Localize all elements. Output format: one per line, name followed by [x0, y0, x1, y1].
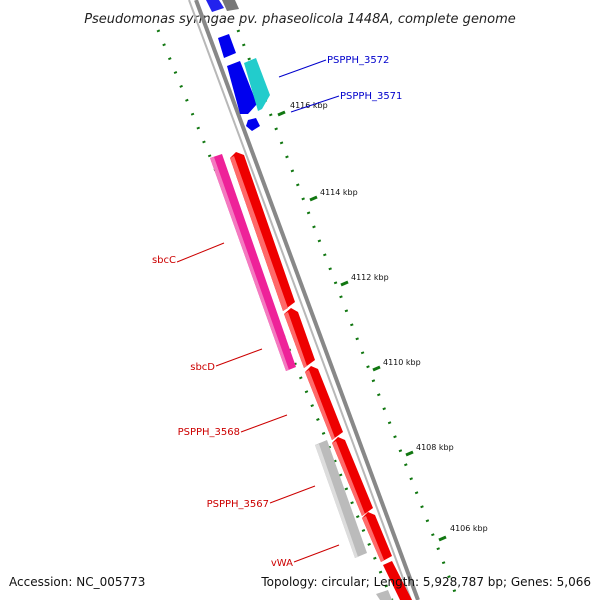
genome-summary-text: Topology: circular; Length: 5,928,787 bp… — [260, 575, 591, 589]
gene-blue-arrow — [246, 118, 260, 131]
tick-4116 — [277, 110, 286, 117]
scale-label-4106: 4106 kbp — [450, 524, 488, 533]
tick-4106 — [438, 535, 447, 542]
gene-pspph3572-cyan — [244, 58, 270, 111]
scale-label-4116: 4116 kbp — [290, 101, 328, 110]
leader-sbcD — [215, 348, 263, 367]
tick-4114 — [309, 195, 318, 202]
gene-label-sbcD[interactable]: sbcD — [190, 362, 215, 373]
gene-vwa-red — [362, 512, 392, 562]
scale-label-4108: 4108 kbp — [416, 443, 454, 452]
backbone-line-inner — [188, 0, 412, 600]
scale-label-4114: 4114 kbp — [320, 188, 358, 197]
accession-text: Accession: NC_005773 — [9, 575, 145, 589]
leader-pspph3571 — [290, 95, 340, 113]
gene-label-vwa[interactable]: vWA — [271, 558, 293, 569]
gene-pspph3568-highlight — [305, 370, 335, 440]
gene-bottom-red — [383, 561, 412, 600]
backbone-line-outer — [194, 0, 420, 600]
gene-label-sbcC[interactable]: sbcC — [152, 255, 176, 266]
gene-pspph3571-blue — [227, 61, 257, 114]
gene-grey-highlight — [315, 444, 358, 558]
leader-pspph3568 — [240, 414, 288, 433]
gene-bottom-grey — [376, 590, 392, 600]
gene-label-pspph3571[interactable]: PSPPH_3571 — [340, 91, 402, 102]
leader-pspph3572 — [278, 59, 327, 78]
gene-grey — [315, 440, 367, 558]
gene-pspph3567-highlight — [332, 441, 365, 516]
scale-label-4110: 4110 kbp — [383, 358, 421, 367]
gene-top-grey — [222, 0, 239, 11]
gene-magenta-highlight — [210, 157, 289, 371]
leader-vwa — [293, 544, 340, 563]
gene-blue-small — [218, 34, 236, 58]
tick-4108 — [405, 450, 414, 457]
tick-4112 — [340, 280, 349, 287]
gene-top-blue — [206, 0, 224, 12]
map-title: Pseudomonas syringae pv. phaseolicola 14… — [84, 12, 516, 27]
leader-sbcC — [176, 242, 225, 263]
gene-sbcC-highlight — [230, 156, 288, 311]
gene-vwa-highlight — [362, 516, 384, 562]
gene-sbcD-highlight — [284, 312, 307, 368]
leader-pspph3567 — [269, 485, 316, 504]
gene-label-pspph3572[interactable]: PSPPH_3572 — [327, 55, 389, 66]
gene-label-pspph3567[interactable]: PSPPH_3567 — [207, 499, 269, 510]
gene-label-pspph3568[interactable]: PSPPH_3568 — [178, 427, 240, 438]
tick-4110 — [372, 365, 381, 372]
scale-label-4112: 4112 kbp — [351, 273, 389, 282]
